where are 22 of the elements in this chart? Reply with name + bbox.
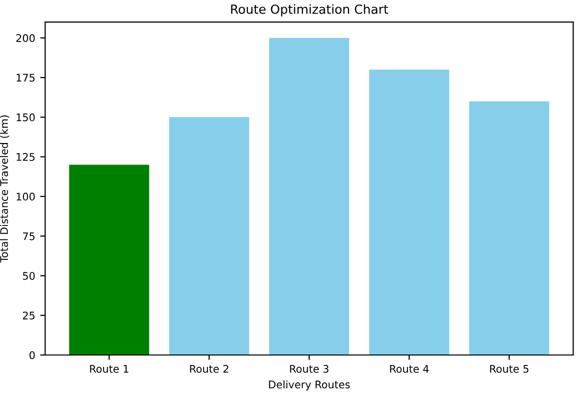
bar	[69, 164, 150, 355]
x-tick-label: Route 5	[490, 365, 528, 373]
y-tick-label: 50	[22, 272, 35, 280]
y-tick-label: 200	[16, 34, 35, 42]
bar	[469, 101, 550, 355]
y-axis-title: Total Distance Traveled (km)	[0, 115, 10, 263]
y-tick-label: 0	[30, 351, 35, 360]
chart-title: Route Optimization Chart	[231, 4, 388, 16]
x-tick-label: Route 1	[90, 365, 128, 373]
y-tick-label: 25	[22, 312, 35, 320]
x-tick-label: Route 4	[390, 365, 429, 373]
x-tick-label: Route 3	[290, 364, 328, 373]
y-tick-label: 175	[16, 74, 35, 82]
y-tick-label: 100	[16, 192, 35, 201]
bar	[169, 117, 250, 355]
y-tick-label: 75	[23, 232, 35, 240]
y-tick-label: 150	[16, 113, 35, 122]
x-axis-title: Delivery Routes	[269, 380, 350, 390]
bar	[369, 70, 450, 355]
bar	[269, 38, 350, 355]
x-tick-label: Route 2	[190, 364, 228, 373]
y-tick-label: 125	[16, 153, 35, 161]
